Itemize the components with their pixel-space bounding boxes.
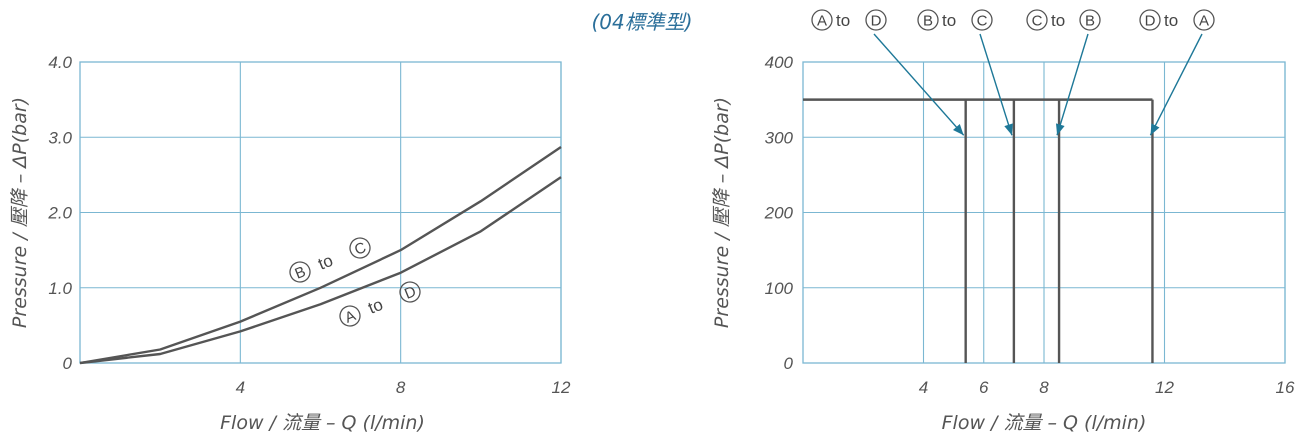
circled-letter-ring xyxy=(1193,9,1215,31)
leader-arrow-4 xyxy=(1149,33,1203,136)
circled-letter-letter: A xyxy=(817,13,827,30)
circled-letter-letter: C xyxy=(977,13,988,30)
arrowhead-3 xyxy=(1056,123,1065,136)
circled-letter: C xyxy=(1026,9,1048,31)
circled-letter-letter: A xyxy=(1199,13,1209,30)
circled-letter-ring xyxy=(1079,9,1101,31)
circled-letter-letter: D xyxy=(1145,13,1156,30)
circled-letter: B xyxy=(1079,9,1101,31)
y-tick-label: 300 xyxy=(765,128,794,147)
right-chart-max-pressure: 4 6 8 12 16 0 100 200 300 400 Flow / 流量 – Q (l/min… xyxy=(711,9,1295,434)
circled-letter-ring xyxy=(289,261,311,283)
y-tick-label: 2.0 xyxy=(47,204,72,223)
circled-letter-letter: B xyxy=(293,263,309,283)
x-tick-label: 12 xyxy=(1155,378,1174,397)
y-tick-label: 1.0 xyxy=(48,279,72,298)
x-tick-label: 8 xyxy=(1039,378,1049,397)
circled-letter: D xyxy=(865,9,887,31)
circled-letter: C xyxy=(971,9,993,31)
circled-letter: B xyxy=(289,261,311,283)
x-tick-label: 8 xyxy=(396,378,406,397)
circled-letter-letter: D xyxy=(871,13,882,30)
series-line-2 xyxy=(79,176,562,365)
joiner-text: to xyxy=(1164,11,1178,30)
y-tick-label: 3.0 xyxy=(48,128,72,147)
series-line-1 xyxy=(79,146,562,365)
left-chart-pressure-drop: 4 8 12 0 1.0 2.0 3.0 4.0 Flow / 流量 – Q (l/min) Pr… xyxy=(9,53,571,434)
y-tick-label: 0 xyxy=(784,354,794,373)
joiner-text: to xyxy=(942,11,956,30)
joiner-text: to xyxy=(365,295,385,318)
circled-letter-ring xyxy=(349,237,371,259)
joiner-text: to xyxy=(836,11,850,30)
circled-letter-ring xyxy=(1026,9,1048,31)
arrowhead-4 xyxy=(1150,123,1160,136)
circled-letter-ring xyxy=(399,281,421,303)
x-tick-label: 16 xyxy=(1276,378,1295,397)
circled-letter: D xyxy=(1139,9,1161,31)
circled-letter: A xyxy=(339,305,361,327)
circled-letter-letter: B xyxy=(1085,13,1095,30)
circled-letter: C xyxy=(349,237,371,259)
circled-letter-ring xyxy=(917,9,939,31)
circled-letter-letter: B xyxy=(923,13,933,30)
y-tick-label: 100 xyxy=(765,279,794,298)
y-tick-label: 0 xyxy=(63,354,73,373)
circled-letter-ring xyxy=(339,305,361,327)
circled-letter-letter: C xyxy=(1032,13,1043,30)
x-tick-label: 4 xyxy=(919,378,928,397)
leader-arrow-1 xyxy=(873,33,965,136)
leader-arrow-2 xyxy=(979,33,1013,136)
x-axis-title: Flow / 流量 – Q (l/min) xyxy=(942,412,1147,434)
circled-letter-letter: A xyxy=(343,307,359,327)
circled-letter-ring xyxy=(1139,9,1161,31)
leader-arrow-3 xyxy=(1056,33,1089,136)
circled-letter: A xyxy=(811,9,833,31)
circled-letter-ring xyxy=(865,9,887,31)
joiner-text: to xyxy=(315,251,335,274)
circled-letter-ring xyxy=(811,9,833,31)
x-tick-label: 6 xyxy=(979,378,989,397)
circled-letter-ring xyxy=(971,9,993,31)
y-tick-label: 200 xyxy=(764,204,794,223)
circled-letter: A xyxy=(1193,9,1215,31)
y-axis-title: Pressure / 壓降 – ΔP(bar) xyxy=(9,97,31,328)
x-axis-title: Flow / 流量 – Q (l/min) xyxy=(220,412,425,434)
y-tick-label: 4.0 xyxy=(48,53,72,72)
circled-letter: B xyxy=(917,9,939,31)
x-tick-label: 4 xyxy=(236,378,245,397)
arrowhead-2 xyxy=(1004,123,1013,136)
y-tick-label: 400 xyxy=(765,53,794,72)
y-axis-title: Pressure / 壓降 – ΔP(bar) xyxy=(711,97,733,328)
arrowhead-1 xyxy=(953,124,964,136)
model-label: (04標準型) xyxy=(591,10,692,34)
x-tick-label: 12 xyxy=(552,378,571,397)
joiner-text: to xyxy=(1051,11,1065,30)
